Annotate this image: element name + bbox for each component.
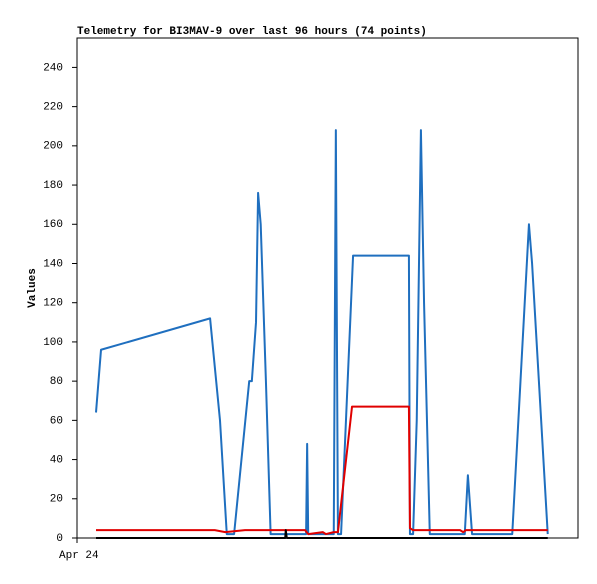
series-line [94, 129, 549, 536]
y-tick-label: 40 [50, 454, 63, 466]
chart-title: Telemetry for BI3MAV-9 over last 96 hour… [77, 26, 427, 38]
series-line [95, 405, 548, 536]
y-tick-label: 100 [43, 337, 63, 349]
y-tick-label: 180 [43, 180, 63, 192]
y-tick-label: 160 [43, 219, 63, 231]
y-tick-label: 120 [43, 298, 63, 310]
y-tick-label: 20 [50, 494, 63, 506]
y-tick-label: 240 [43, 62, 63, 74]
y-tick-label: 0 [56, 533, 63, 545]
y-axis-label: Values [27, 268, 39, 308]
y-tick-label: 80 [50, 376, 63, 388]
y-tick-label: 220 [43, 102, 63, 114]
y-tick-label: 200 [43, 141, 63, 153]
plot-frame [76, 37, 579, 539]
y-tick-label: 140 [43, 258, 63, 270]
x-tick-label: Apr 24 [59, 550, 99, 562]
y-tick-label: 60 [50, 415, 63, 427]
series-line [95, 529, 548, 539]
